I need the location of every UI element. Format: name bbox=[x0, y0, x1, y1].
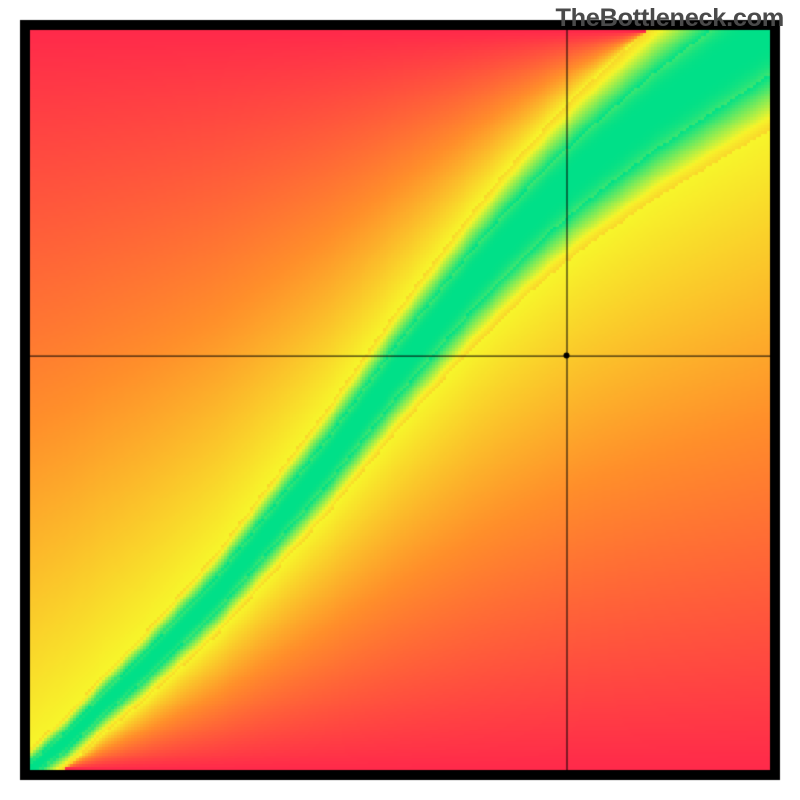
heatmap-canvas bbox=[0, 0, 800, 800]
chart-container: TheBottleneck.com bbox=[0, 0, 800, 800]
watermark-text: TheBottleneck.com bbox=[555, 4, 784, 33]
